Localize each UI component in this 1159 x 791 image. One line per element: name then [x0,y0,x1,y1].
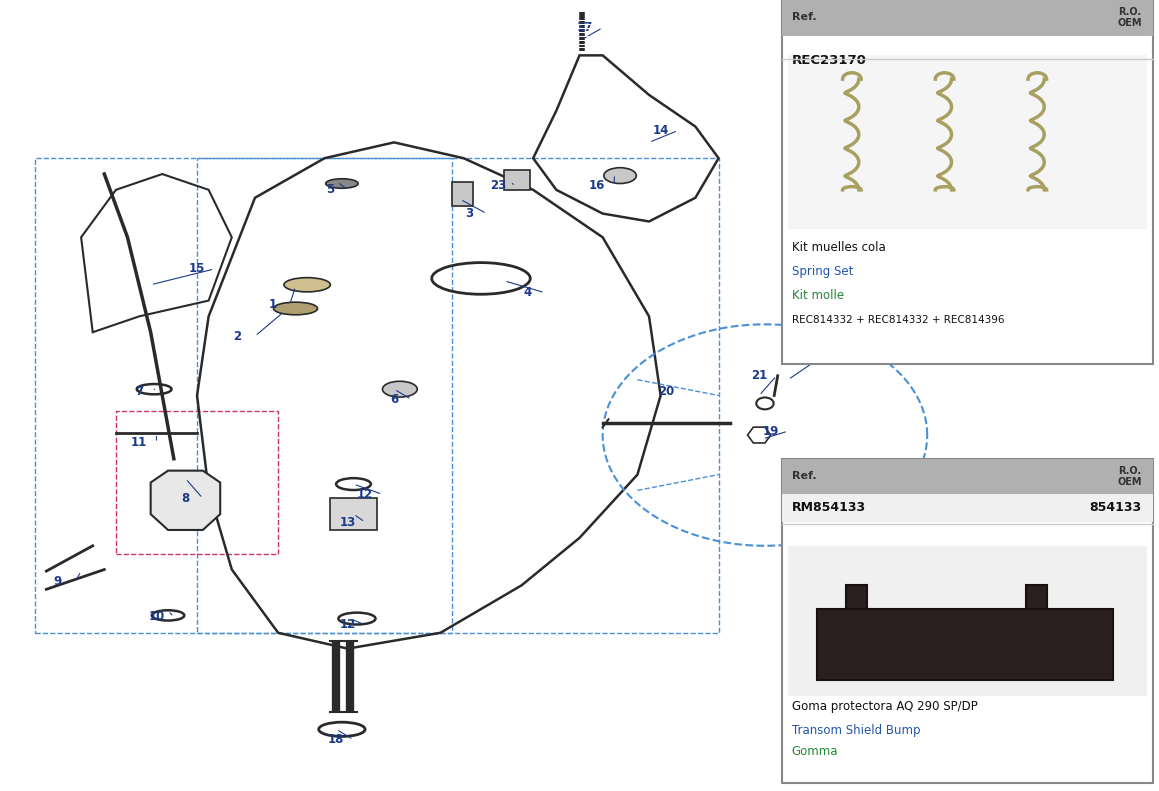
Ellipse shape [326,179,358,188]
Text: REC814332 + REC814332 + REC814396: REC814332 + REC814332 + REC814396 [792,315,1004,325]
Text: 19: 19 [763,425,779,437]
Bar [782,459,1153,494]
Text: Goma protectora AQ 290 SP/DP: Goma protectora AQ 290 SP/DP [792,700,977,713]
Bar [817,609,1113,680]
Text: 23: 23 [490,180,506,192]
Text: 7: 7 [134,385,144,398]
Text: 17: 17 [577,21,593,34]
Text: 11: 11 [131,437,147,449]
Bar [330,498,377,530]
Text: 15: 15 [189,263,205,275]
Bar [782,0,1153,364]
Bar [452,182,473,206]
Text: 22: 22 [792,354,808,366]
Text: Spring Set: Spring Set [792,265,853,278]
Text: 12: 12 [340,619,356,631]
Text: 21: 21 [751,369,767,382]
Text: 8: 8 [181,492,190,505]
Text: 6: 6 [389,393,399,406]
Bar [788,546,1147,696]
Bar [35,158,452,633]
Text: 10: 10 [148,611,165,623]
Polygon shape [151,471,220,530]
Bar [788,55,1147,229]
Bar [504,170,530,190]
Bar [846,585,867,609]
Text: 18: 18 [328,733,344,746]
Ellipse shape [382,381,417,397]
Bar [197,158,719,633]
Text: 13: 13 [340,516,356,528]
Text: R.O.
OEM: R.O. OEM [1117,466,1142,486]
Ellipse shape [604,168,636,184]
Text: 9: 9 [53,575,63,588]
Bar [1026,585,1047,609]
Text: 1: 1 [268,298,277,311]
Text: Kit molle: Kit molle [792,289,844,301]
Text: 20: 20 [658,385,675,398]
Bar [116,411,278,554]
Text: 3: 3 [465,207,474,220]
Text: Kit muelles cola: Kit muelles cola [792,241,885,254]
Text: R.O.
OEM: R.O. OEM [1117,7,1142,28]
Text: 12: 12 [357,488,373,501]
Text: REC23170: REC23170 [792,54,867,66]
Text: Ref.: Ref. [792,13,816,22]
Text: 4: 4 [523,286,532,299]
Ellipse shape [284,278,330,292]
Text: Transom Shield Bump: Transom Shield Bump [792,724,920,736]
Bar [782,494,1153,522]
Text: Gomma: Gomma [792,745,838,758]
Text: 2: 2 [233,330,242,343]
Text: 5: 5 [326,184,335,196]
Text: 16: 16 [589,180,605,192]
Text: Ref.: Ref. [792,471,816,481]
Bar [782,459,1153,783]
Ellipse shape [274,302,318,315]
Text: 854133: 854133 [1089,501,1142,514]
Text: RM854133: RM854133 [792,501,866,514]
Text: 14: 14 [653,124,669,137]
Bar [782,0,1153,36]
